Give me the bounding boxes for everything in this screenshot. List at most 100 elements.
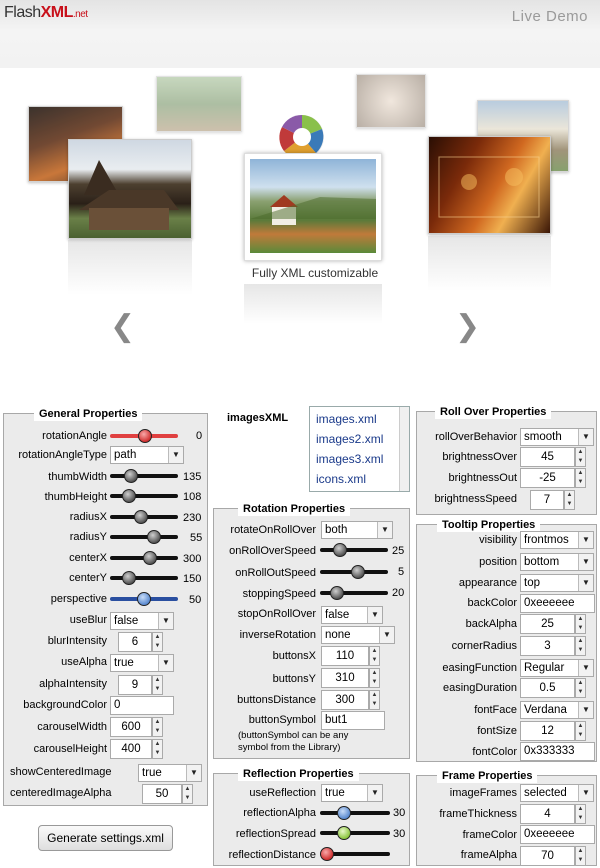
easingDuration-stepper[interactable]: 0.5 ▲ ▼ — [520, 678, 586, 698]
carousel-thumb-wooden-church[interactable] — [68, 139, 192, 239]
aperture-logo-icon — [268, 107, 336, 159]
perspective-slider[interactable] — [110, 592, 178, 606]
alphaIntensity-stepper[interactable]: 9 ▲ ▼ — [118, 675, 163, 695]
onRollOutSpeed-slider[interactable] — [320, 565, 388, 579]
easingFunction-select[interactable]: Regular ▼ — [520, 659, 594, 677]
carouselHeight-stepper[interactable]: 400 ▲ ▼ — [110, 739, 163, 759]
carousel-thumb-green-building[interactable] — [156, 76, 242, 132]
stepper-arrows-icon[interactable]: ▲ ▼ — [564, 490, 575, 510]
stepper-arrows-icon[interactable]: ▲ ▼ — [152, 675, 163, 695]
value-perspective: 50 — [189, 594, 202, 606]
carousel-thumb-cat[interactable] — [356, 74, 426, 128]
stepper-arrows-icon[interactable]: ▲ ▼ — [575, 447, 586, 467]
stepper-arrows-icon[interactable]: ▲ ▼ — [575, 468, 586, 488]
stepper-arrows-icon[interactable]: ▲ ▼ — [369, 646, 380, 666]
inverseRotation-select[interactable]: none ▼ — [321, 626, 395, 644]
list-item[interactable]: images2.xml — [316, 432, 384, 446]
dropdown-arrow-icon: ▼ — [367, 785, 382, 801]
thumbHeight-slider[interactable] — [110, 489, 178, 503]
useBlur-select[interactable]: false ▼ — [110, 612, 174, 630]
chevron-left-icon[interactable]: ❮ — [110, 309, 136, 344]
centered-image-frame[interactable] — [244, 153, 382, 261]
useReflection-select[interactable]: true ▼ — [321, 784, 383, 802]
cornerRadius-stepper[interactable]: 3 ▲ ▼ — [520, 636, 586, 656]
label-buttonsX: buttonsX — [272, 650, 316, 662]
fontFace-select[interactable]: Verdana ▼ — [520, 701, 594, 719]
rotationAngle-slider[interactable] — [110, 429, 178, 443]
list-item[interactable]: images3.xml — [316, 452, 384, 466]
panel-title: Rotation Properties — [238, 503, 351, 516]
radiusX-slider[interactable] — [110, 510, 178, 524]
buttonsY-stepper[interactable]: 310 ▲ ▼ — [321, 668, 380, 688]
stepper-arrows-icon[interactable]: ▲ ▼ — [369, 690, 380, 710]
showCenteredImage-select[interactable]: true ▼ — [138, 764, 202, 782]
stepper-arrows-icon[interactable]: ▲ ▼ — [369, 668, 380, 688]
chevron-right-icon[interactable]: ❯ — [455, 309, 481, 344]
label-rotationAngle: rotationAngle — [42, 430, 107, 442]
frameThickness-stepper[interactable]: 4 ▲ ▼ — [520, 804, 586, 824]
backColor-field[interactable]: 0xeeeeee — [520, 594, 595, 613]
flashxml-logo[interactable]: FlashXML.net — [4, 4, 88, 21]
carousel-thumb-fire-monastery[interactable] — [428, 136, 551, 234]
centerY-slider[interactable] — [110, 571, 178, 585]
stepper-arrows-icon[interactable]: ▲ ▼ — [575, 804, 586, 824]
stepper-arrows-icon[interactable]: ▲ ▼ — [182, 784, 193, 804]
stepper-arrows-icon[interactable]: ▲ ▼ — [575, 614, 586, 634]
rotateOnRollOver-select[interactable]: both ▼ — [321, 521, 393, 539]
onRollOverSpeed-slider[interactable] — [320, 543, 388, 557]
label-perspective: perspective — [50, 593, 107, 605]
label-stopOnRollOver: stopOnRollOver — [237, 608, 316, 620]
panel-title: Roll Over Properties — [435, 406, 552, 419]
backAlpha-stepper[interactable]: 25 ▲ ▼ — [520, 614, 586, 634]
stepper-arrows-icon[interactable]: ▲ ▼ — [152, 739, 163, 759]
panel-title: General Properties — [34, 408, 143, 421]
carouselWidth-stepper[interactable]: 600 ▲ ▼ — [110, 717, 163, 737]
frameAlpha-stepper[interactable]: 70 ▲ ▼ — [520, 846, 586, 866]
buttonSymbol-field[interactable]: but1 — [321, 711, 385, 730]
imageFrames-select[interactable]: selected ▼ — [520, 784, 594, 802]
stepper-arrows-icon[interactable]: ▲ ▼ — [575, 678, 586, 698]
thumbWidth-slider[interactable] — [110, 469, 178, 483]
carousel-caption: Fully XML customizable — [251, 266, 379, 280]
label-backAlpha: backAlpha — [465, 618, 517, 630]
centeredImageAlpha-stepper[interactable]: 50 ▲ ▼ — [142, 784, 193, 804]
brightnessOut-stepper[interactable]: -25 ▲ ▼ — [520, 468, 586, 488]
stepper-arrows-icon[interactable]: ▲ ▼ — [575, 636, 586, 656]
dropdown-arrow-icon: ▼ — [168, 447, 183, 463]
fontSize-stepper[interactable]: 12 ▲ ▼ — [520, 721, 586, 741]
reflectionDistance-slider[interactable] — [320, 847, 390, 861]
stepper-arrows-icon[interactable]: ▲ ▼ — [575, 846, 586, 866]
stepper-arrows-icon[interactable]: ▲ ▼ — [152, 632, 163, 652]
label-thumbWidth: thumbWidth — [48, 471, 107, 483]
rollOverBehavior-select[interactable]: smooth ▼ — [520, 428, 594, 446]
position-select[interactable]: bottom ▼ — [520, 553, 594, 571]
list-item[interactable]: icons.xml — [316, 472, 367, 486]
reflectionAlpha-slider[interactable] — [320, 806, 390, 820]
label-frameColor: frameColor — [462, 829, 517, 841]
stoppingSpeed-slider[interactable] — [320, 586, 388, 600]
rotationAngleType-select[interactable]: path ▼ — [110, 446, 184, 464]
list-item[interactable]: images.xml — [316, 412, 377, 426]
reflectionSpread-slider[interactable] — [320, 826, 390, 840]
backgroundColor-field[interactable]: 0 — [110, 696, 174, 715]
generate-settings-button[interactable]: Generate settings.xml — [38, 825, 173, 851]
blurIntensity-stepper[interactable]: 6 ▲ ▼ — [118, 632, 163, 652]
stopOnRollOver-select[interactable]: false ▼ — [321, 606, 383, 624]
imagesXML-list[interactable]: images.xml images2.xml images3.xml icons… — [309, 406, 410, 492]
frameColor-field[interactable]: 0xeeeeee — [520, 825, 595, 844]
useAlpha-select[interactable]: true ▼ — [110, 654, 174, 672]
stepper-arrows-icon[interactable]: ▲ ▼ — [575, 721, 586, 741]
radiusY-slider[interactable] — [110, 530, 178, 544]
buttonsX-stepper[interactable]: 110 ▲ ▼ — [321, 646, 380, 666]
appearance-select[interactable]: top ▼ — [520, 574, 594, 592]
label-rollOverBehavior: rollOverBehavior — [435, 431, 517, 443]
list-scrollbar[interactable] — [399, 407, 409, 491]
stepper-arrows-icon[interactable]: ▲ ▼ — [152, 717, 163, 737]
centerX-slider[interactable] — [110, 551, 178, 565]
fontColor-field[interactable]: 0x333333 — [520, 742, 595, 761]
brightnessSpeed-stepper[interactable]: 7 ▲ ▼ — [530, 490, 575, 510]
label-radiusY: radiusY — [69, 531, 107, 543]
visibility-select[interactable]: frontmos ▼ — [520, 531, 594, 549]
brightnessOver-stepper[interactable]: 45 ▲ ▼ — [520, 447, 586, 467]
buttonsDistance-stepper[interactable]: 300 ▲ ▼ — [321, 690, 380, 710]
